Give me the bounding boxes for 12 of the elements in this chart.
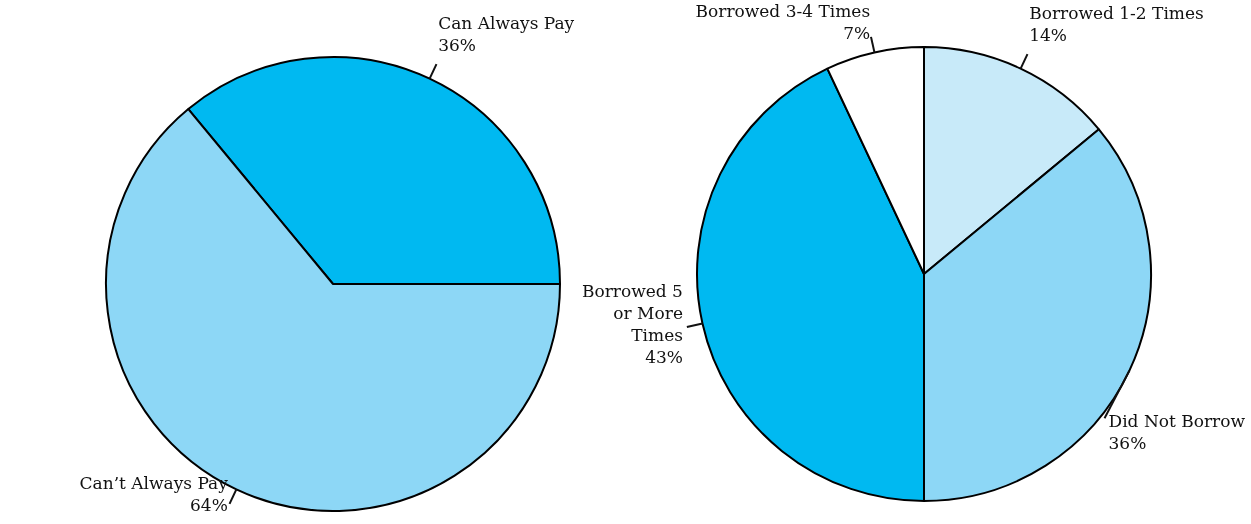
slice-label: Can Always Pay <box>438 13 575 34</box>
slice-label: Did Not Borrow <box>1108 411 1246 432</box>
data-label: 64% <box>190 494 228 515</box>
slice-label: Borrowed 3-4 Times <box>695 0 871 21</box>
slice-label: Borrowed 1-2 Times <box>1029 3 1204 24</box>
data-label: 43% <box>645 346 683 367</box>
slice-label: Borrowed 5 or More Times <box>582 280 683 345</box>
data-label: 14% <box>1029 25 1067 46</box>
data-label: 36% <box>1108 433 1147 454</box>
slice-label: Can’t Always Pay <box>79 472 229 493</box>
data-label: 7% <box>843 22 871 43</box>
data-label: 36% <box>438 35 476 56</box>
